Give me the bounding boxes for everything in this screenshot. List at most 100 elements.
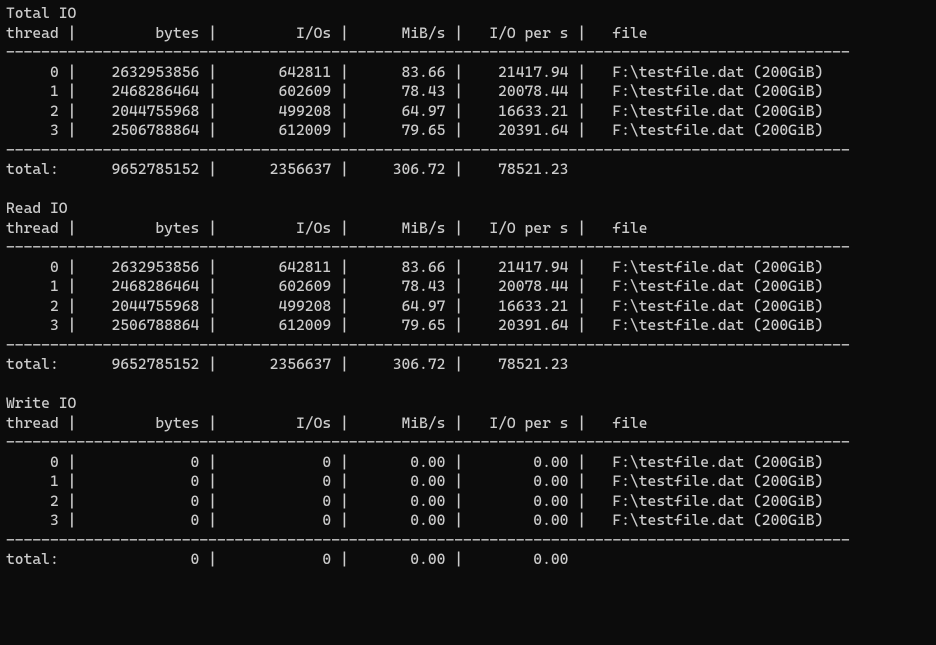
col-thread-header: thread <box>6 414 59 434</box>
divider-line: ----------------------------------------… <box>6 433 930 453</box>
cell-mibs: 0.00 <box>358 453 446 473</box>
column-separator: | <box>445 472 471 492</box>
cell-mibs: 83.66 <box>358 63 446 83</box>
cell-iops: 16633.21 <box>472 102 569 122</box>
column-separator: | <box>59 258 85 278</box>
blank-line <box>6 375 930 395</box>
cell-file: F:\testfile.dat (200GiB) <box>595 277 824 297</box>
blank-line <box>6 180 930 200</box>
cell-iops: 0.00 <box>472 472 569 492</box>
cell-iops: 0.00 <box>472 492 569 512</box>
col-iops-header: I/O per s <box>472 414 569 434</box>
column-separator: | <box>331 160 357 180</box>
col-iops-header: I/O per s <box>472 219 569 239</box>
column-separator: | <box>59 511 85 531</box>
column-separator: | <box>445 258 471 278</box>
column-separator: | <box>199 63 225 83</box>
cell-iops: 20391.64 <box>472 316 569 336</box>
cell-ios: 602609 <box>226 82 331 102</box>
column-separator: | <box>445 102 471 122</box>
column-separator: | <box>331 414 357 434</box>
col-ios-header: I/Os <box>226 414 331 434</box>
column-separator: | <box>568 63 594 83</box>
column-separator: | <box>445 355 471 375</box>
column-separator: | <box>331 511 357 531</box>
cell-thread: 1 <box>6 82 59 102</box>
total-label: total: <box>6 550 59 570</box>
column-separator: | <box>331 277 357 297</box>
cell-iops: 20391.64 <box>472 121 569 141</box>
cell-thread: 1 <box>6 277 59 297</box>
column-separator: | <box>199 24 225 44</box>
column-separator: | <box>331 121 357 141</box>
column-separator: | <box>199 492 225 512</box>
col-file-header: file <box>595 414 648 434</box>
table-header: thread | bytes | I/Os | MiB/s | I/O per … <box>6 414 930 434</box>
cell-mibs: 0.00 <box>358 511 446 531</box>
cell-bytes: 0 <box>85 492 199 512</box>
cell-bytes: 2044755968 <box>85 297 199 317</box>
column-separator: | <box>59 492 85 512</box>
col-ios-header: I/Os <box>226 24 331 44</box>
cell-bytes: 2506788864 <box>85 316 199 336</box>
cell-iops: 0.00 <box>472 453 569 473</box>
table-row: 2 | 2044755968 | 499208 | 64.97 | 16633.… <box>6 297 930 317</box>
column-separator: | <box>199 277 225 297</box>
column-separator: | <box>568 24 594 44</box>
cell-thread: 1 <box>6 472 59 492</box>
cell-ios: 0 <box>226 453 331 473</box>
total-bytes: 0 <box>85 550 199 570</box>
table-header: thread | bytes | I/Os | MiB/s | I/O per … <box>6 219 930 239</box>
cell-file: F:\testfile.dat (200GiB) <box>595 511 824 531</box>
column-separator: | <box>59 102 85 122</box>
column-separator: | <box>199 297 225 317</box>
cell-file: F:\testfile.dat (200GiB) <box>595 453 824 473</box>
total-row: total: 9652785152 | 2356637 | 306.72 | 7… <box>6 160 930 180</box>
cell-ios: 0 <box>226 492 331 512</box>
column-separator: | <box>331 258 357 278</box>
cell-mibs: 78.43 <box>358 82 446 102</box>
cell-iops: 0.00 <box>472 511 569 531</box>
total-row: total: 0 | 0 | 0.00 | 0.00 <box>6 550 930 570</box>
column-separator: | <box>331 453 357 473</box>
cell-thread: 0 <box>6 258 59 278</box>
table-row: 2 | 2044755968 | 499208 | 64.97 | 16633.… <box>6 102 930 122</box>
column-separator: | <box>445 414 471 434</box>
total-bytes: 9652785152 <box>85 160 199 180</box>
cell-bytes: 0 <box>85 453 199 473</box>
column-separator: | <box>59 316 85 336</box>
cell-thread: 2 <box>6 297 59 317</box>
column-separator: | <box>445 277 471 297</box>
cell-mibs: 0.00 <box>358 492 446 512</box>
cell-thread: 2 <box>6 492 59 512</box>
column-separator: | <box>331 550 357 570</box>
cell-mibs: 0.00 <box>358 472 446 492</box>
col-mibs-header: MiB/s <box>358 219 446 239</box>
cell-ios: 0 <box>226 472 331 492</box>
cell-ios: 642811 <box>226 258 331 278</box>
table-row: 1 | 0 | 0 | 0.00 | 0.00 | F:\testfile.da… <box>6 472 930 492</box>
cell-file: F:\testfile.dat (200GiB) <box>595 472 824 492</box>
total-iops: 78521.23 <box>472 355 569 375</box>
column-separator: | <box>331 355 357 375</box>
column-separator: | <box>568 472 594 492</box>
column-separator: | <box>445 219 471 239</box>
total-ios: 2356637 <box>226 160 331 180</box>
divider-line: ----------------------------------------… <box>6 43 930 63</box>
column-separator: | <box>199 550 225 570</box>
column-separator: | <box>331 219 357 239</box>
cell-file: F:\testfile.dat (200GiB) <box>595 63 824 83</box>
cell-file: F:\testfile.dat (200GiB) <box>595 258 824 278</box>
cell-mibs: 64.97 <box>358 102 446 122</box>
col-thread-header: thread <box>6 219 59 239</box>
cell-bytes: 0 <box>85 472 199 492</box>
cell-ios: 499208 <box>226 297 331 317</box>
column-separator: | <box>568 492 594 512</box>
cell-iops: 20078.44 <box>472 277 569 297</box>
cell-bytes: 2468286464 <box>85 277 199 297</box>
cell-mibs: 78.43 <box>358 277 446 297</box>
cell-bytes: 2506788864 <box>85 121 199 141</box>
cell-bytes: 0 <box>85 511 199 531</box>
cell-thread: 3 <box>6 316 59 336</box>
table-row: 0 | 2632953856 | 642811 | 83.66 | 21417.… <box>6 63 930 83</box>
